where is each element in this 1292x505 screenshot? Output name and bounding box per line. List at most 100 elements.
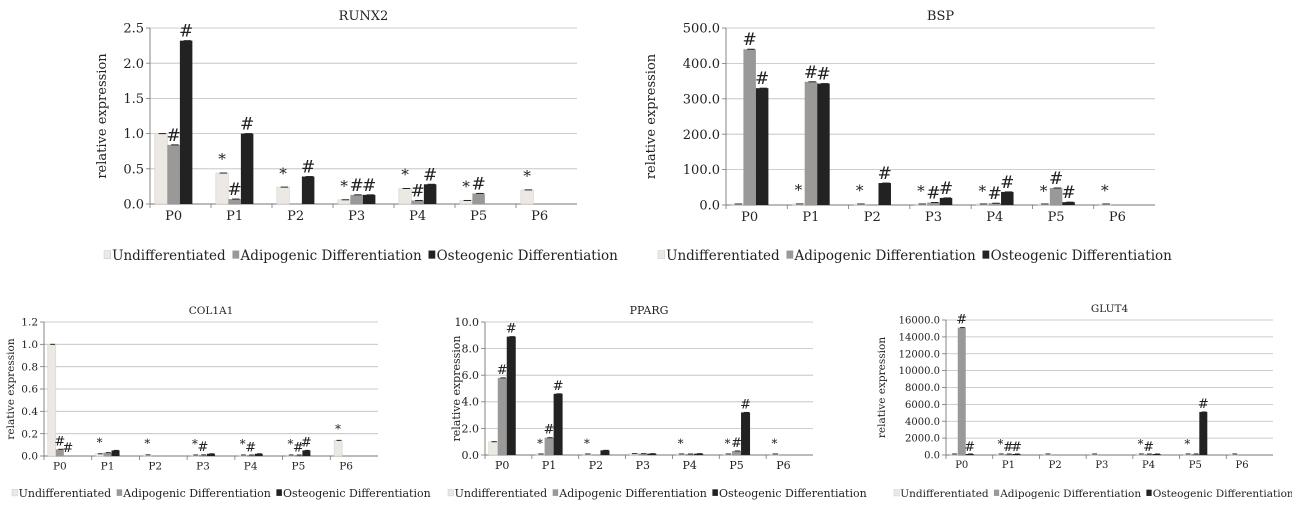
legend-swatch: [447, 489, 454, 497]
bar: [254, 453, 263, 456]
x-tick-label: P6: [339, 461, 353, 473]
y-tick-label: 1.0: [21, 339, 38, 351]
bar: [520, 189, 534, 205]
bar: [488, 441, 498, 456]
bar: [472, 193, 485, 204]
x-tick-label: P0: [495, 459, 509, 472]
legend-label: Undifferentiated: [900, 488, 989, 500]
legend-label: Undifferentiated: [19, 487, 112, 500]
annotation: #: [964, 440, 975, 455]
y-tick-label: 0.5: [123, 162, 144, 177]
chart-glut4: 0.0 2000.0 4000.0 6000.0 8000.0 10000.0 12000.…: [876, 303, 1292, 500]
y-tick-label: 8000.0: [905, 383, 940, 394]
bar: [927, 202, 940, 205]
annotation: #: [731, 436, 742, 451]
y-tick-label: 2.0: [123, 57, 144, 72]
annotation: #: [1000, 173, 1014, 193]
legend-label: Osteogenic Differentiation: [437, 248, 619, 264]
annotation: #: [362, 176, 376, 196]
annotation: *: [97, 436, 103, 450]
y-tick-label: 2.5: [123, 22, 144, 37]
x-tick-label: P3: [348, 209, 365, 224]
annotation: *: [1138, 437, 1144, 451]
y-tick-label: 2000.0: [905, 434, 940, 445]
legend-swatch: [712, 489, 718, 496]
bar: [1049, 188, 1063, 205]
legend-label: Undifferentiated: [455, 487, 548, 500]
annotation: #: [1198, 397, 1209, 412]
annotation: #: [878, 164, 892, 184]
annotation: *: [335, 422, 341, 436]
chart-title: RUNX2: [339, 9, 389, 24]
legend-label: Undifferentiated: [666, 248, 780, 264]
y-tick-label: 14000.0: [899, 332, 940, 343]
annotation: #: [1011, 440, 1022, 455]
y-tick-label: 200.0: [683, 128, 720, 143]
x-tick-label: P0: [955, 460, 968, 471]
x-tick-label: P4: [986, 210, 1003, 225]
y-axis-label: relative expression: [876, 337, 888, 438]
bar: [459, 200, 473, 205]
x-tick-label: P5: [1048, 210, 1065, 225]
bar: [647, 453, 657, 455]
y-tick-label: 0.0: [123, 198, 144, 213]
bar: [55, 449, 64, 456]
y-tick-label: 0.0: [462, 449, 480, 462]
legend-label: Adipogenic Differentiation: [122, 487, 271, 500]
y-axis-label: relative expression: [5, 338, 17, 439]
chart-pparg: 0.0 2.0 4.0 6.0 8.0 10.0 PPARG relative express…: [447, 304, 867, 500]
annotation: #: [755, 69, 769, 89]
x-tick-label: P5: [470, 209, 487, 224]
bar: [817, 83, 830, 205]
y-tick-label: 2.0: [462, 422, 480, 435]
legend-swatch: [1146, 489, 1152, 496]
annotation: #: [804, 63, 818, 83]
bar: [423, 184, 437, 204]
bar: [337, 199, 351, 205]
legend-label: Adipogenic Differentiation: [794, 248, 976, 264]
annotation: *: [917, 182, 925, 200]
annotation: *: [462, 178, 470, 196]
y-tick-label: 400.0: [683, 57, 720, 72]
legend: Undifferentiated Adipogenic Differentiati…: [103, 248, 619, 264]
bar: [398, 188, 412, 205]
annotation: #: [179, 22, 193, 42]
annotation: #: [740, 397, 751, 412]
y-tick-label: 0.0: [699, 199, 720, 214]
bar: [179, 40, 193, 205]
bar: [1199, 411, 1208, 455]
bar: [1062, 202, 1075, 205]
annotation: #: [472, 174, 486, 194]
chart-col1a1: 0.0 0.2 0.4 0.6 0.8 1.0 1.2 COL1A1 relative expr…: [5, 305, 431, 500]
x-tick-label: P1: [1002, 460, 1015, 471]
bar: [301, 176, 315, 204]
annotation: *: [1040, 182, 1048, 200]
annotation: *: [287, 437, 293, 451]
bar: [215, 172, 229, 205]
bar: [878, 183, 891, 205]
annotation: #: [240, 115, 254, 135]
bar: [167, 144, 180, 204]
bar: [755, 88, 769, 205]
bar: [198, 454, 207, 456]
y-tick-label: 6000.0: [905, 400, 940, 411]
y-tick-label: 0.6: [21, 384, 38, 396]
x-tick-label: P2: [589, 459, 603, 472]
x-tick-label: P6: [1235, 460, 1248, 471]
legend-swatch: [232, 250, 240, 259]
legend: Undifferentiated Adipogenic Differentiati…: [447, 487, 867, 500]
annotation: #: [988, 184, 1002, 204]
annotation: #: [1143, 440, 1154, 455]
annotation: #: [1061, 183, 1075, 203]
bar: [333, 440, 343, 457]
x-tick-label: P1: [542, 459, 556, 472]
bar: [350, 194, 363, 204]
legend-swatch: [993, 489, 1000, 496]
annotation: #: [553, 379, 564, 394]
annotation: *: [725, 436, 731, 450]
x-tick-label: P6: [1109, 210, 1126, 225]
y-tick-label: 0.0: [924, 451, 940, 462]
legend-swatch: [11, 489, 18, 497]
x-tick-label: P2: [287, 209, 304, 224]
y-tick-label: 0.8: [21, 361, 38, 373]
